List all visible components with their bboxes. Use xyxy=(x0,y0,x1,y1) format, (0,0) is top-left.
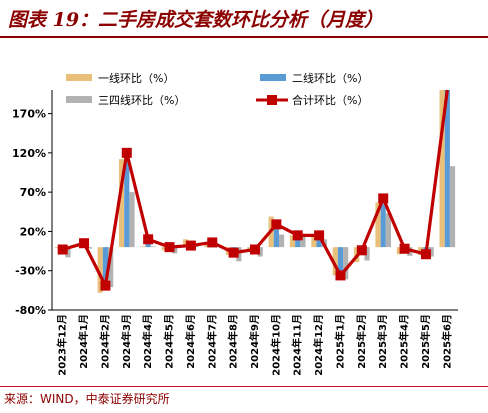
y-tick-label: 120% xyxy=(12,147,46,160)
legend-label: 一线环比（%） xyxy=(98,71,174,85)
total-marker xyxy=(250,244,260,255)
bar-3 xyxy=(278,234,285,248)
total-marker xyxy=(57,244,68,255)
bar-3 xyxy=(449,166,456,248)
total-marker xyxy=(121,147,132,158)
y-tick-label: -30% xyxy=(15,265,46,278)
x-tick-label: 2025年1月 xyxy=(333,314,346,369)
x-tick-label: 2025年5月 xyxy=(419,314,432,369)
bar-2 xyxy=(273,229,279,248)
total-marker xyxy=(79,238,90,249)
x-tick-label: 2025年2月 xyxy=(355,314,368,369)
total-marker xyxy=(207,237,218,248)
total-marker xyxy=(356,245,367,256)
bar-3 xyxy=(150,246,156,248)
x-tick-label: 2023年12月 xyxy=(56,314,69,376)
bar-1 xyxy=(97,247,103,293)
bar-3 xyxy=(65,247,71,258)
y-tick-label: -80% xyxy=(15,304,46,317)
total-marker xyxy=(185,240,196,251)
bar-3 xyxy=(364,247,370,261)
total-marker xyxy=(100,280,111,291)
bar-3 xyxy=(86,247,92,249)
x-tick-label: 2024年10月 xyxy=(269,314,282,376)
bar-3 xyxy=(428,247,434,257)
total-marker xyxy=(399,243,410,254)
total-marker xyxy=(378,193,389,204)
bar-3 xyxy=(257,247,263,257)
x-tick-label: 2024年8月 xyxy=(227,314,240,369)
bar-3 xyxy=(343,247,349,280)
chart: -80% -30% 20% 70% 120% 170% 2023年12月 2024年1月 202… xyxy=(12,71,458,376)
legend-swatch xyxy=(66,74,92,81)
bar-2 xyxy=(337,247,344,271)
x-tick-label: 2024年6月 xyxy=(184,314,197,369)
x-tick-label: 2025年3月 xyxy=(376,314,389,369)
bar-2 xyxy=(316,237,322,248)
bar-1 xyxy=(118,159,125,248)
x-tick-label: 2024年1月 xyxy=(77,314,90,369)
y-tick-label: 70% xyxy=(20,186,46,199)
x-tick-label: 2024年5月 xyxy=(163,314,176,369)
total-marker xyxy=(143,234,154,245)
x-tick-label: 2024年12月 xyxy=(312,314,325,376)
bar-3 xyxy=(385,213,392,248)
x-tick-label: 2024年7月 xyxy=(205,314,218,369)
bar-1 xyxy=(289,235,296,248)
total-marker xyxy=(335,270,346,281)
source-rule xyxy=(0,386,488,387)
figure-title: 图表 19：二手房成交套数环比分析（月度） xyxy=(8,9,384,31)
x-tick-label: 2025年6月 xyxy=(440,314,453,369)
total-marker xyxy=(271,219,282,230)
bar-2 xyxy=(295,233,301,248)
bar-2 xyxy=(124,152,130,248)
bar-2 xyxy=(444,90,450,248)
bar-1 xyxy=(54,247,61,248)
total-marker xyxy=(228,247,239,258)
bar-1 xyxy=(311,236,317,248)
source-note: 来源：WIND，中泰证券研究所 xyxy=(4,392,170,406)
bar-2 xyxy=(102,247,109,286)
total-marker xyxy=(314,230,325,241)
bar-3 xyxy=(129,192,135,248)
bar-1 xyxy=(396,247,402,255)
bar-1 xyxy=(375,202,381,248)
bar-3 xyxy=(236,247,242,262)
bar-3 xyxy=(108,247,114,288)
y-tick-label: 20% xyxy=(20,225,46,238)
x-tick-label: 2025年4月 xyxy=(398,314,411,369)
total-marker xyxy=(292,230,303,241)
legend-label: 二线环比（%） xyxy=(292,71,368,85)
bar-1 xyxy=(161,247,167,251)
total-line xyxy=(62,89,449,288)
x-tick-label: 2024年4月 xyxy=(141,314,154,369)
x-tick-label: 2024年11月 xyxy=(291,314,304,376)
bar-1 xyxy=(439,90,445,248)
x-tick-label: 2024年9月 xyxy=(248,314,261,369)
legend-swatch xyxy=(260,74,286,81)
total-marker xyxy=(164,242,175,253)
legend-swatch-marker xyxy=(267,95,277,105)
bar-1 xyxy=(140,246,146,248)
bar-3 xyxy=(172,247,178,254)
legend-swatch xyxy=(66,96,92,103)
bar-1 xyxy=(418,247,424,255)
title-rule xyxy=(0,36,488,38)
bar-1 xyxy=(332,247,338,276)
bar-2 xyxy=(380,203,386,248)
bar-3 xyxy=(300,236,306,248)
x-tick-label: 2024年2月 xyxy=(98,314,111,369)
legend-label: 合计环比（%） xyxy=(292,93,368,107)
bar-1 xyxy=(204,243,210,248)
legend-label: 三四线环比（%） xyxy=(98,93,185,107)
bar-1 xyxy=(183,239,189,248)
bar-2 xyxy=(145,242,151,248)
x-tick-label: 2024年3月 xyxy=(120,314,133,369)
y-tick-label: 170% xyxy=(12,108,46,121)
total-marker xyxy=(420,249,431,260)
